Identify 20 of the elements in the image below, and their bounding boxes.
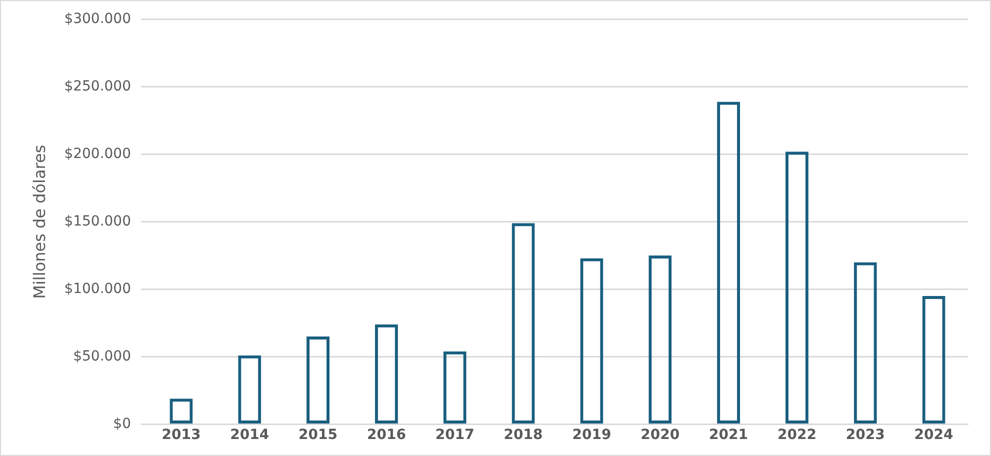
x-tick-label: 2014 bbox=[230, 427, 270, 444]
x-tick-label: 2023 bbox=[846, 427, 885, 444]
y-tick-label: $100.000 bbox=[64, 280, 131, 297]
y-tick-label: $250.000 bbox=[64, 78, 131, 95]
y-tick-label: $300.000 bbox=[64, 11, 131, 28]
x-tick-label: 2022 bbox=[777, 427, 816, 444]
x-tick-label: 2015 bbox=[298, 427, 338, 444]
x-tick-label: 2020 bbox=[640, 427, 680, 444]
x-tick-label: 2013 bbox=[162, 427, 201, 444]
y-tick-label: $50.000 bbox=[73, 348, 131, 364]
y-tick-label: $200.000 bbox=[64, 146, 131, 162]
x-tick-label: 2017 bbox=[435, 427, 474, 444]
x-tick-label: 2021 bbox=[709, 427, 748, 444]
y-tick-label: $0 bbox=[113, 416, 131, 432]
x-tick-label: 2024 bbox=[914, 427, 954, 444]
x-tick-label: 2018 bbox=[504, 427, 543, 444]
x-tick-label: 2016 bbox=[366, 427, 406, 444]
y-tick-label: $150.000 bbox=[64, 213, 131, 230]
y-axis-title: Millones de dólares bbox=[30, 144, 49, 299]
x-tick-label: 2019 bbox=[572, 427, 612, 444]
